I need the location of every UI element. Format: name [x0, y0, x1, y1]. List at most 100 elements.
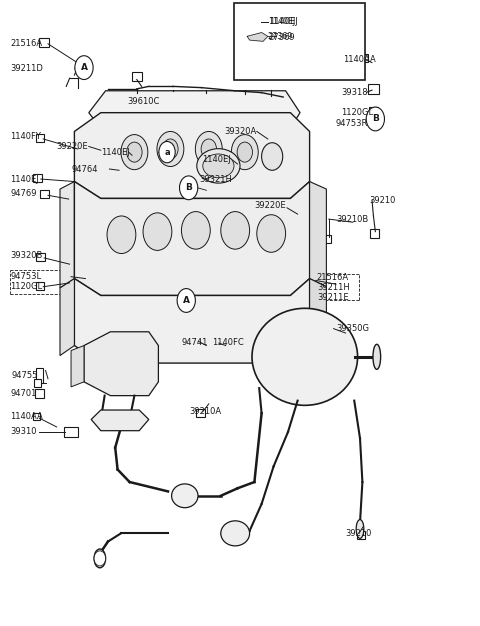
Polygon shape: [310, 279, 326, 354]
Text: 39211H: 39211H: [317, 283, 349, 292]
Text: 1140AA: 1140AA: [343, 55, 376, 64]
Polygon shape: [71, 346, 84, 387]
Text: 1120GL: 1120GL: [11, 282, 43, 291]
Text: 94764: 94764: [71, 165, 97, 173]
Text: 39210A: 39210A: [190, 408, 222, 416]
Text: 1140EJ: 1140EJ: [202, 155, 230, 163]
Text: 94769: 94769: [11, 189, 37, 198]
Polygon shape: [84, 332, 158, 396]
Bar: [309, 275, 317, 283]
Circle shape: [195, 131, 222, 167]
Circle shape: [75, 56, 93, 80]
Ellipse shape: [373, 344, 381, 369]
Bar: [132, 72, 142, 81]
Circle shape: [121, 135, 148, 170]
Text: 1140EJ: 1140EJ: [101, 148, 130, 156]
Text: 21516A: 21516A: [317, 273, 349, 282]
Bar: [33, 174, 42, 182]
Text: 39210: 39210: [346, 529, 372, 538]
Text: 94753L: 94753L: [11, 272, 42, 281]
Bar: [168, 94, 178, 102]
Text: 39318: 39318: [341, 88, 367, 96]
Text: 39220E: 39220E: [57, 142, 88, 151]
Bar: [234, 3, 365, 80]
Text: 39211E: 39211E: [317, 294, 348, 302]
Circle shape: [366, 107, 384, 131]
Text: 94755: 94755: [12, 371, 38, 380]
Text: 39320B: 39320B: [11, 251, 43, 260]
Bar: [266, 100, 276, 108]
Text: 27369: 27369: [269, 33, 295, 42]
Bar: [81, 141, 90, 149]
Bar: [325, 323, 335, 332]
Text: 39320A: 39320A: [225, 127, 257, 136]
Circle shape: [107, 216, 136, 254]
Circle shape: [201, 139, 216, 159]
Text: 1140AA: 1140AA: [11, 413, 43, 421]
Text: 21516A: 21516A: [11, 39, 43, 48]
Bar: [33, 413, 40, 421]
Text: 1140FY: 1140FY: [11, 132, 41, 141]
Ellipse shape: [94, 549, 106, 568]
Circle shape: [163, 139, 178, 159]
Bar: [222, 152, 231, 160]
Text: 39210B: 39210B: [336, 215, 368, 223]
Circle shape: [177, 289, 195, 312]
Text: 94753R: 94753R: [335, 119, 367, 128]
Bar: [35, 389, 44, 398]
Polygon shape: [310, 182, 326, 287]
Text: 1140EJ: 1140EJ: [269, 18, 298, 26]
Bar: [202, 96, 211, 105]
Text: 27369: 27369: [268, 32, 293, 41]
Text: 1140EJ: 1140EJ: [11, 175, 39, 183]
Circle shape: [94, 551, 106, 566]
Circle shape: [221, 212, 250, 249]
Bar: [39, 38, 49, 46]
Circle shape: [257, 215, 286, 252]
Bar: [357, 531, 365, 538]
Text: 39220E: 39220E: [254, 201, 286, 210]
Bar: [120, 146, 129, 154]
Polygon shape: [91, 410, 149, 431]
Bar: [368, 84, 379, 94]
Circle shape: [127, 142, 142, 162]
Bar: [369, 106, 378, 115]
Bar: [370, 229, 379, 237]
Ellipse shape: [221, 521, 250, 546]
Bar: [115, 166, 125, 175]
Text: 1140FC: 1140FC: [212, 338, 244, 347]
Bar: [192, 335, 200, 344]
Bar: [359, 54, 368, 62]
Circle shape: [159, 141, 175, 163]
Text: A: A: [183, 296, 190, 305]
Text: 1140EJ: 1140EJ: [268, 18, 295, 26]
Text: 39310: 39310: [11, 428, 37, 436]
Text: 39610C: 39610C: [127, 97, 159, 106]
Text: B: B: [372, 115, 379, 123]
Bar: [322, 235, 331, 243]
Text: 39210: 39210: [370, 196, 396, 205]
Bar: [240, 97, 250, 105]
Polygon shape: [74, 279, 310, 363]
Text: 39211D: 39211D: [11, 64, 43, 73]
Polygon shape: [60, 279, 74, 356]
Text: 1120GL: 1120GL: [341, 108, 373, 117]
Text: A: A: [81, 63, 87, 72]
Text: 39350G: 39350G: [336, 324, 369, 332]
Text: a: a: [245, 10, 251, 19]
Bar: [34, 379, 41, 387]
Bar: [85, 274, 96, 284]
Ellipse shape: [203, 154, 234, 178]
Text: 94701: 94701: [11, 389, 37, 398]
Bar: [36, 368, 43, 383]
Text: 94741: 94741: [181, 338, 208, 347]
Circle shape: [240, 4, 255, 24]
Circle shape: [262, 143, 283, 170]
Bar: [36, 133, 44, 141]
Polygon shape: [74, 182, 310, 295]
Polygon shape: [60, 182, 74, 288]
Ellipse shape: [356, 520, 364, 538]
Bar: [40, 190, 49, 198]
Polygon shape: [74, 113, 310, 198]
Text: a: a: [164, 148, 170, 156]
